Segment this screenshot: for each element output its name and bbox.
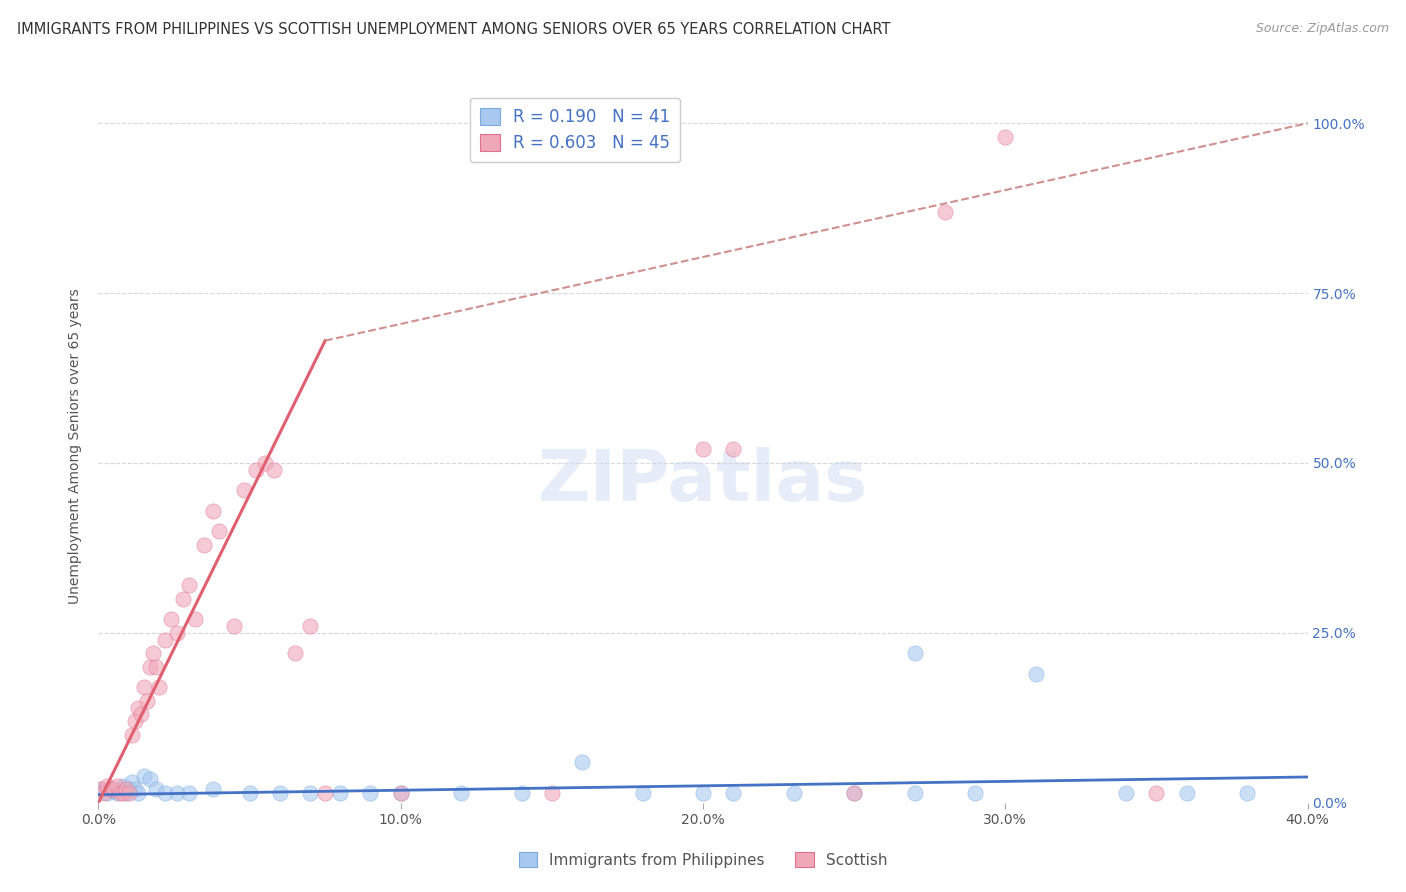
Point: [994, 129, 1017, 144]
Point: [160, 612, 183, 626]
Point: [389, 786, 412, 800]
Point: [103, 783, 125, 797]
Point: [118, 786, 141, 800]
Point: [96, 786, 118, 800]
Point: [179, 786, 201, 800]
Point: [571, 755, 593, 769]
Point: [166, 786, 188, 800]
Point: [299, 786, 322, 800]
Point: [90, 782, 112, 797]
Point: [111, 779, 134, 793]
Point: [166, 626, 188, 640]
Y-axis label: Unemployment Among Seniors over 65 years: Unemployment Among Seniors over 65 years: [69, 288, 83, 604]
Point: [108, 786, 131, 800]
Text: Source: ZipAtlas.com: Source: ZipAtlas.com: [1256, 22, 1389, 36]
Point: [153, 632, 176, 647]
Point: [299, 619, 322, 633]
Point: [692, 786, 714, 800]
Point: [132, 769, 155, 783]
Point: [1115, 786, 1137, 800]
Point: [105, 779, 128, 793]
Point: [631, 786, 654, 800]
Point: [145, 660, 167, 674]
Point: [124, 714, 146, 729]
Point: [360, 786, 382, 800]
Point: [105, 786, 128, 800]
Point: [723, 442, 745, 457]
Point: [127, 786, 149, 800]
Legend: R = 0.190   N = 41, R = 0.603   N = 45: R = 0.190 N = 41, R = 0.603 N = 45: [470, 97, 681, 162]
Point: [208, 524, 231, 538]
Point: [148, 680, 170, 694]
Point: [934, 204, 956, 219]
Point: [965, 786, 987, 800]
Point: [132, 680, 155, 694]
Point: [540, 786, 562, 800]
Point: [121, 775, 143, 789]
Point: [844, 786, 866, 800]
Point: [93, 783, 115, 797]
Point: [239, 786, 262, 800]
Point: [1175, 786, 1198, 800]
Point: [1024, 666, 1046, 681]
Point: [232, 483, 254, 498]
Point: [135, 694, 157, 708]
Point: [129, 707, 152, 722]
Point: [904, 646, 927, 660]
Point: [121, 728, 143, 742]
Point: [127, 700, 149, 714]
Point: [96, 779, 118, 793]
Point: [145, 782, 167, 797]
Point: [510, 786, 533, 800]
Legend: Immigrants from Philippines, Scottish: Immigrants from Philippines, Scottish: [510, 844, 896, 875]
Point: [139, 772, 162, 786]
Point: [108, 782, 131, 797]
Point: [114, 786, 136, 800]
Point: [193, 537, 215, 551]
Point: [90, 782, 112, 797]
Point: [103, 782, 125, 797]
Point: [844, 786, 866, 800]
Point: [139, 660, 162, 674]
Point: [450, 786, 472, 800]
Point: [269, 786, 291, 800]
Point: [100, 782, 122, 797]
Point: [202, 503, 225, 517]
Point: [723, 786, 745, 800]
Point: [284, 646, 307, 660]
Point: [904, 786, 927, 800]
Point: [118, 782, 141, 797]
Point: [184, 612, 207, 626]
Point: [179, 578, 201, 592]
Point: [224, 619, 246, 633]
Point: [253, 456, 276, 470]
Point: [389, 786, 412, 800]
Point: [124, 782, 146, 797]
Text: IMMIGRANTS FROM PHILIPPINES VS SCOTTISH UNEMPLOYMENT AMONG SENIORS OVER 65 YEARS: IMMIGRANTS FROM PHILIPPINES VS SCOTTISH …: [17, 22, 890, 37]
Point: [172, 591, 194, 606]
Point: [111, 786, 134, 800]
Point: [202, 782, 225, 797]
Point: [245, 463, 267, 477]
Point: [1236, 786, 1258, 800]
Point: [329, 786, 352, 800]
Point: [783, 786, 806, 800]
Point: [314, 786, 336, 800]
Point: [142, 646, 165, 660]
Point: [263, 463, 285, 477]
Point: [93, 786, 115, 800]
Point: [100, 782, 122, 797]
Point: [692, 442, 714, 457]
Point: [114, 782, 136, 797]
Text: ZIPatlas: ZIPatlas: [538, 447, 868, 516]
Point: [153, 786, 176, 800]
Point: [1144, 786, 1167, 800]
